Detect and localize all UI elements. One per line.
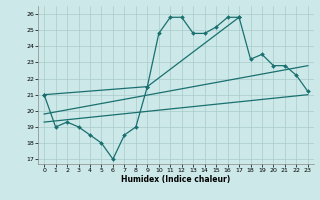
X-axis label: Humidex (Indice chaleur): Humidex (Indice chaleur) (121, 175, 231, 184)
